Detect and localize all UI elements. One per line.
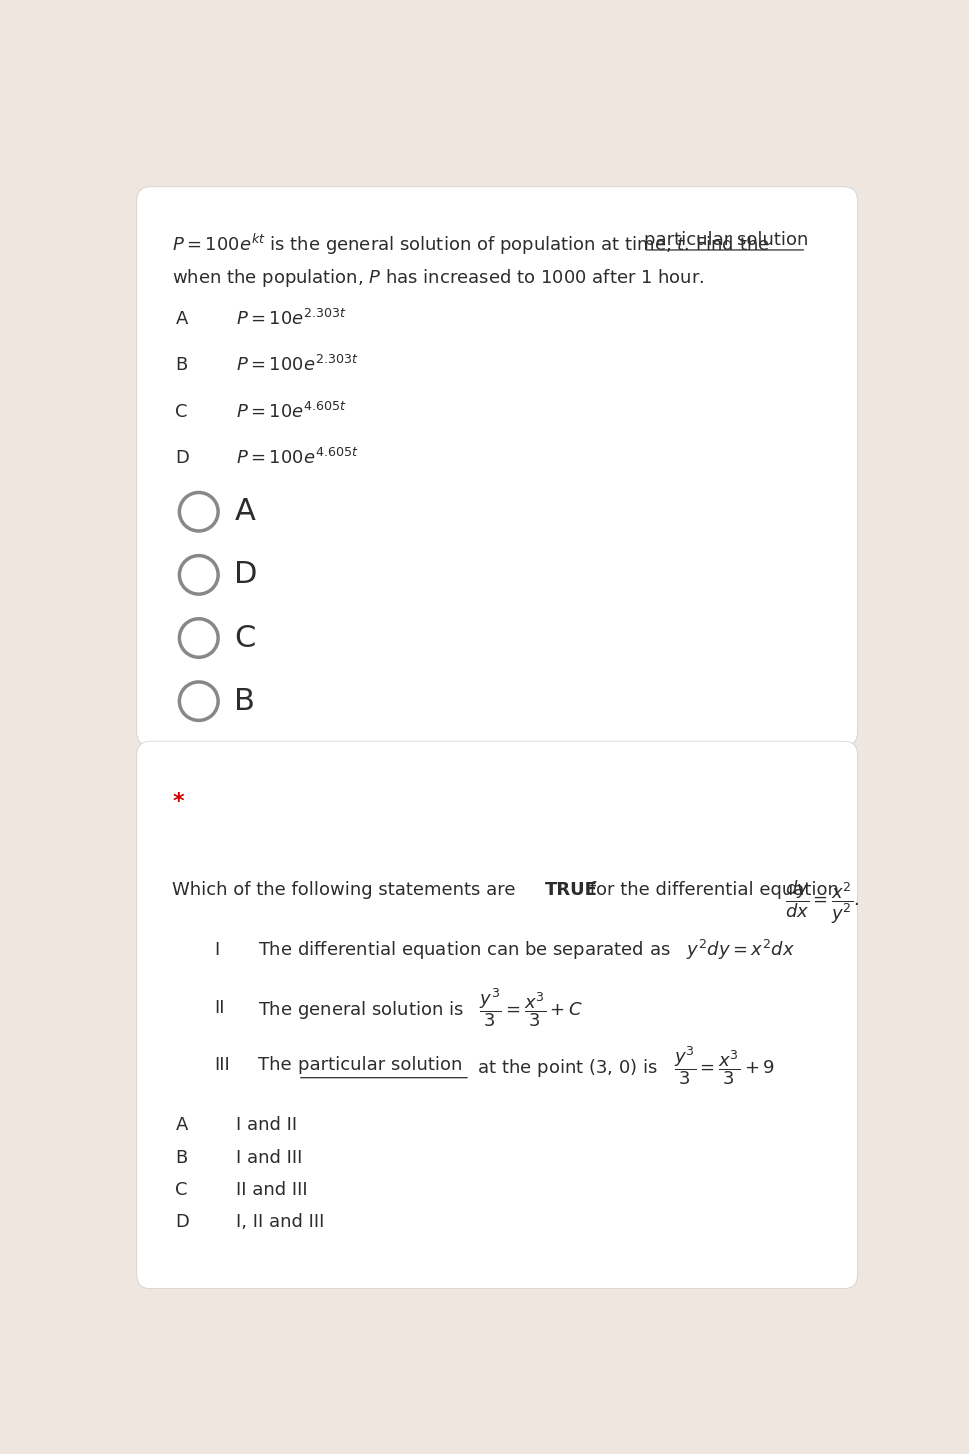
Text: Which of the following statements are: Which of the following statements are xyxy=(172,881,521,899)
Text: $P = 100e^{4.605t}$: $P = 100e^{4.605t}$ xyxy=(235,448,359,468)
Text: C: C xyxy=(175,403,188,420)
Text: The differential equation can be separated as   $y^2dy = x^2dx$: The differential equation can be separat… xyxy=(258,938,794,963)
Text: when the population, $P$ has increased to 1000 after 1 hour.: when the population, $P$ has increased t… xyxy=(172,268,704,289)
Text: B: B xyxy=(234,686,255,715)
Text: $\dfrac{dy}{dx} = \dfrac{x^2}{y^2}$.: $\dfrac{dy}{dx} = \dfrac{x^2}{y^2}$. xyxy=(784,878,859,926)
Text: $P = 100e^{kt}$ is the general solution of population at time, $t$. Find the: $P = 100e^{kt}$ is the general solution … xyxy=(172,231,770,257)
Text: D: D xyxy=(234,560,258,589)
Text: C: C xyxy=(175,1181,188,1200)
Text: A: A xyxy=(175,310,188,329)
Text: B: B xyxy=(175,356,188,375)
Text: I: I xyxy=(214,941,219,958)
Text: II and III: II and III xyxy=(235,1181,307,1200)
Text: particular solution: particular solution xyxy=(297,1057,462,1075)
Text: $P = 10e^{2.303t}$: $P = 10e^{2.303t}$ xyxy=(235,310,347,329)
Text: The general solution is   $\dfrac{y^3}{3} = \dfrac{x^3}{3} + C$: The general solution is $\dfrac{y^3}{3} … xyxy=(258,986,582,1029)
Text: D: D xyxy=(175,449,189,467)
Text: C: C xyxy=(234,624,256,653)
Text: for the differential equation: for the differential equation xyxy=(583,881,838,899)
Text: The: The xyxy=(258,1057,297,1075)
Text: III: III xyxy=(214,1057,230,1075)
Text: I and II: I and II xyxy=(235,1117,297,1134)
Text: I, II and III: I, II and III xyxy=(235,1214,324,1232)
FancyBboxPatch shape xyxy=(137,186,857,746)
Text: B: B xyxy=(175,1149,188,1166)
Text: A: A xyxy=(175,1117,188,1134)
Text: $P = 10e^{4.605t}$: $P = 10e^{4.605t}$ xyxy=(235,401,347,422)
Text: D: D xyxy=(175,1214,189,1232)
Text: $P = 100e^{2.303t}$: $P = 100e^{2.303t}$ xyxy=(235,355,359,375)
Text: I and III: I and III xyxy=(235,1149,302,1166)
Text: particular solution: particular solution xyxy=(643,231,807,250)
Text: A: A xyxy=(234,497,255,526)
FancyBboxPatch shape xyxy=(137,742,857,1288)
Text: *: * xyxy=(172,792,184,811)
Text: II: II xyxy=(214,999,225,1016)
Text: TRUE: TRUE xyxy=(544,881,597,899)
Text: at the point (3, 0) is   $\dfrac{y^3}{3} = \dfrac{x^3}{3} + 9$: at the point (3, 0) is $\dfrac{y^3}{3} =… xyxy=(472,1044,774,1086)
